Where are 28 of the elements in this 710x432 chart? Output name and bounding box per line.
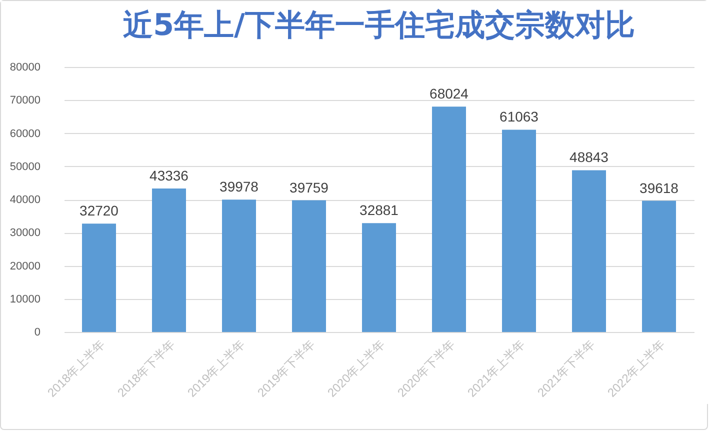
bar xyxy=(432,106,466,332)
data-label: 39759 xyxy=(290,179,329,196)
y-tick-label: 20000 xyxy=(10,260,40,272)
data-label: 39978 xyxy=(220,178,259,195)
data-label: 32720 xyxy=(80,202,119,219)
bar xyxy=(642,200,676,332)
bar xyxy=(502,130,536,332)
y-tick-label: 60000 xyxy=(10,128,40,140)
data-label: 68024 xyxy=(430,86,469,102)
bar xyxy=(572,170,606,332)
y-tick-label: 10000 xyxy=(10,293,40,306)
data-label: 39618 xyxy=(640,180,679,196)
y-tick-label: 0 xyxy=(34,326,40,338)
bar xyxy=(362,223,396,332)
bar xyxy=(292,200,326,332)
y-tick-label: 30000 xyxy=(10,227,40,240)
y-tick-label: 40000 xyxy=(10,194,40,206)
data-label: 32881 xyxy=(360,202,399,218)
data-label: 48843 xyxy=(570,149,609,166)
chart-title: 近5年上/下半年一手住宅成交宗数对比 xyxy=(123,8,635,43)
bar xyxy=(222,200,256,332)
y-tick-label: 70000 xyxy=(10,94,40,107)
y-tick-label: 50000 xyxy=(10,160,40,173)
bar xyxy=(82,224,116,332)
bar xyxy=(152,188,186,332)
data-label: 61063 xyxy=(500,108,539,125)
y-tick-label: 80000 xyxy=(10,62,40,74)
data-label: 43336 xyxy=(150,167,189,184)
